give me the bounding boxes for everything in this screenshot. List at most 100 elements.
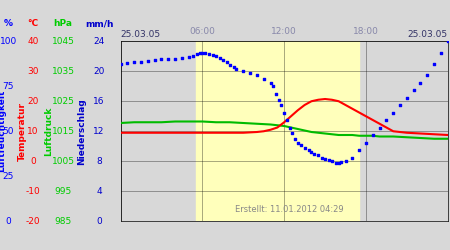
Text: 24: 24 <box>94 37 104 46</box>
Point <box>270 84 277 88</box>
Point <box>230 65 237 69</box>
Text: Luftdruck: Luftdruck <box>44 106 53 156</box>
Point <box>286 126 293 130</box>
Text: -10: -10 <box>26 187 40 196</box>
Point <box>267 80 274 84</box>
Point <box>151 58 158 62</box>
Point <box>171 56 179 60</box>
Point <box>349 156 356 160</box>
Text: 1035: 1035 <box>51 67 75 76</box>
Point <box>325 158 333 162</box>
Point <box>301 146 308 150</box>
Text: Temperatur: Temperatur <box>18 102 27 161</box>
Text: 20: 20 <box>93 67 105 76</box>
Point <box>253 73 261 77</box>
Text: %: % <box>4 19 13 28</box>
Text: Luftfeuchtigkeit: Luftfeuchtigkeit <box>0 90 6 172</box>
Text: 1015: 1015 <box>51 127 75 136</box>
Text: 8: 8 <box>96 157 102 166</box>
Text: Niederschlag: Niederschlag <box>77 98 86 164</box>
Point <box>117 62 124 66</box>
Point <box>223 60 230 64</box>
Point <box>410 88 417 92</box>
Point <box>390 110 397 114</box>
Point <box>137 60 144 64</box>
Point <box>189 54 197 58</box>
Point <box>396 103 404 107</box>
Point <box>130 60 138 64</box>
Point <box>206 52 213 56</box>
Point <box>196 51 203 55</box>
Point <box>417 80 424 84</box>
Text: -20: -20 <box>26 217 40 226</box>
Text: 40: 40 <box>27 37 39 46</box>
Point <box>165 56 172 60</box>
Point <box>185 55 192 59</box>
Point <box>247 71 254 75</box>
Point <box>333 161 340 165</box>
Point <box>226 62 233 66</box>
Text: Erstellt: 11.01.2012 04:29: Erstellt: 11.01.2012 04:29 <box>235 205 344 214</box>
Point <box>144 59 152 63</box>
Text: 25.03.05: 25.03.05 <box>121 30 161 40</box>
Point <box>202 51 209 55</box>
Point <box>233 67 240 71</box>
Point <box>362 140 369 144</box>
Point <box>281 110 288 114</box>
Point <box>158 57 165 61</box>
Point <box>275 98 282 102</box>
Text: 4: 4 <box>96 187 102 196</box>
Point <box>376 126 383 130</box>
Point <box>310 152 318 156</box>
Point <box>124 61 131 65</box>
Point <box>305 148 312 152</box>
Point <box>321 157 328 161</box>
Point <box>342 159 349 163</box>
Point <box>289 131 296 135</box>
Text: hPa: hPa <box>54 19 72 28</box>
Point <box>278 103 285 107</box>
Text: 1045: 1045 <box>52 37 74 46</box>
Text: mm/h: mm/h <box>85 19 113 28</box>
Text: 20: 20 <box>27 97 39 106</box>
Point <box>272 92 279 96</box>
Point <box>216 56 224 60</box>
Text: 985: 985 <box>54 217 72 226</box>
Point <box>335 161 342 165</box>
Point <box>319 156 326 160</box>
Point <box>315 153 322 157</box>
Point <box>308 150 315 154</box>
Point <box>219 58 226 62</box>
Text: 75: 75 <box>2 82 14 91</box>
Text: 0: 0 <box>5 217 11 226</box>
Point <box>284 118 291 122</box>
Point <box>294 140 302 144</box>
Point <box>403 96 410 100</box>
Point <box>178 56 185 60</box>
Point <box>194 52 201 56</box>
Text: 1025: 1025 <box>52 97 74 106</box>
Point <box>369 133 376 137</box>
Point <box>260 77 267 81</box>
Point <box>212 54 220 58</box>
Text: 100: 100 <box>0 37 17 46</box>
Text: 12: 12 <box>93 127 105 136</box>
Point <box>210 53 217 57</box>
Point <box>328 159 336 163</box>
Point <box>437 50 445 54</box>
Text: 25: 25 <box>2 172 14 181</box>
Point <box>240 69 247 73</box>
Point <box>338 160 345 164</box>
Point <box>444 39 450 43</box>
Point <box>383 118 390 122</box>
Point <box>431 62 438 66</box>
Point <box>292 137 299 141</box>
Point <box>297 143 304 147</box>
Text: 30: 30 <box>27 67 39 76</box>
Text: 16: 16 <box>93 97 105 106</box>
Text: 0: 0 <box>96 217 102 226</box>
Text: 25.03.05: 25.03.05 <box>408 30 448 40</box>
Text: 50: 50 <box>2 127 14 136</box>
Point <box>199 51 206 55</box>
Text: 995: 995 <box>54 187 72 196</box>
